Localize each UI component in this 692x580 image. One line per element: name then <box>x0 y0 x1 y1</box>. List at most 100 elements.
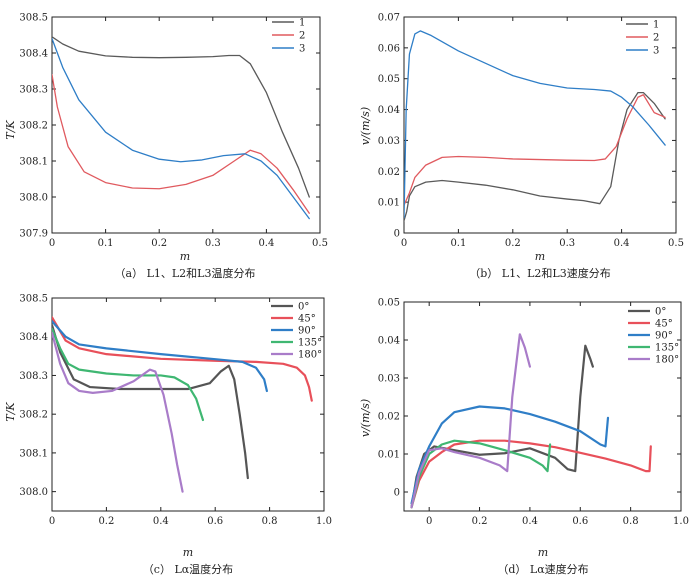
panel-c-xlabel: m <box>183 546 193 559</box>
panel-c-legend-label: 90° <box>298 326 316 337</box>
panel-a-ytick-label: 308.0 <box>19 193 48 204</box>
panel-a-xtick-label: 0.4 <box>258 238 274 249</box>
panel-d-xtick-label: 0.6 <box>572 516 588 527</box>
panel-d-ytick-label: 0 <box>394 488 400 499</box>
panel-b-xtick-label: 0 <box>401 238 407 249</box>
panel-a-ytick-label: 307.9 <box>19 229 48 240</box>
panel-a-xtick-label: 0 <box>49 238 55 249</box>
panel-c-plot: 0 0.2 0.4 0.6 0.8 1.0 308.0 308.1 308.2 308.3 308.… <box>19 294 332 528</box>
panel-c-ytick-label: 308.0 <box>19 487 48 498</box>
panel-d-ytick-label: 0.01 <box>378 450 400 461</box>
panel-d-ytick-label: 0.03 <box>378 374 400 385</box>
panel-a-series-line <box>52 73 310 214</box>
panel-c: 0 0.2 0.4 0.6 0.8 1.0 308.0 308.1 308.2 308.3 308.… <box>4 294 332 577</box>
panel-a-xtick-label: 0.2 <box>151 238 167 249</box>
panel-d-series-line <box>410 439 552 509</box>
panel-c-xtick-label: 1.0 <box>316 516 332 527</box>
panel-c-legend-label: 0° <box>298 302 309 313</box>
panel-c-ytick-label: 308.4 <box>19 332 48 343</box>
panel-c-legend-label: 45° <box>298 314 316 325</box>
panel-d-xlabel: m <box>538 546 548 559</box>
panel-a-legend-label: 2 <box>299 31 305 42</box>
panel-b-legend-label: 2 <box>653 33 659 44</box>
panel-a-ytick-label: 308.3 <box>19 85 48 96</box>
panel-a-caption: （a） L1、L2和L3温度分布 <box>115 266 256 280</box>
panel-c-ytick-label: 308.1 <box>19 448 48 459</box>
panel-c-ylabel: T/K <box>4 402 17 422</box>
panel-b-xtick-label: 0.4 <box>614 238 630 249</box>
panel-a: 0 0.1 0.2 0.3 0.4 0.5 307.9 308.0 308.1 308.2 308.… <box>4 13 328 281</box>
panel-b-frame <box>403 16 677 234</box>
panel-c-xtick-label: 0.2 <box>98 516 114 527</box>
panel-b-xlabel: m <box>535 250 545 263</box>
panel-c-series-line <box>52 331 184 493</box>
panel-a-series-line <box>52 36 310 198</box>
panel-b-ytick-label: 0.07 <box>378 13 400 24</box>
panel-c-series-line <box>52 327 205 422</box>
panel-b-xtick-label: 0.5 <box>668 238 684 249</box>
panel-d-legend-label: 135° <box>655 343 679 354</box>
panel-d-series-line <box>410 333 532 509</box>
panel-a-legend-label: 3 <box>299 44 305 55</box>
panel-a-xtick-label: 0.3 <box>205 238 221 249</box>
panel-a-plot: 0 0.1 0.2 0.3 0.4 0.5 307.9 308.0 308.1 308.2 308.… <box>19 13 328 250</box>
panel-d-xtick-label: 1.0 <box>673 516 689 527</box>
panel-a-xlabel: m <box>180 250 190 263</box>
panel-c-ytick-label: 308.5 <box>19 294 48 305</box>
panel-d-plot: 0 0.2 0.4 0.6 0.8 1.0 0 0.01 0.02 0.03 0.04 0.05 0°4… <box>378 298 689 528</box>
panel-b-plot: 0 0.1 0.2 0.3 0.4 0.5 0 0.01 0.02 0.03 0.04 0.05 0.0… <box>378 13 684 250</box>
panel-d-legend-label: 180° <box>655 355 679 366</box>
panel-c-xtick-label: 0 <box>49 516 55 527</box>
panel-a-legend-label: 1 <box>299 18 305 29</box>
panel-b: 0 0.1 0.2 0.3 0.4 0.5 0 0.01 0.02 0.03 0.04 0.05 0.0… <box>359 13 684 281</box>
panel-b-ytick-label: 0.01 <box>378 198 400 209</box>
panel-c-xtick-label: 0.4 <box>153 516 169 527</box>
panel-a-ytick-label: 308.2 <box>19 121 48 132</box>
panel-b-ytick-label: 0.06 <box>378 43 400 54</box>
panel-b-ytick-label: 0 <box>394 229 400 240</box>
panel-a-xtick-label: 0.5 <box>312 238 328 249</box>
panel-c-legend-label: 135° <box>298 338 322 349</box>
panel-d-ytick-label: 0.02 <box>378 412 400 423</box>
panel-d-ytick-label: 0.05 <box>378 298 400 309</box>
panel-d-legend-label: 45° <box>655 319 673 330</box>
panel-d-series-line <box>410 405 610 505</box>
panel-b-legend-label: 3 <box>653 46 659 57</box>
panel-b-legend-label: 1 <box>653 20 659 31</box>
panel-d-series-line <box>410 439 652 509</box>
panel-c-ytick-label: 308.3 <box>19 371 48 382</box>
panel-c-xtick-label: 0.8 <box>262 516 278 527</box>
panel-d-caption: （d） Lα速度分布 <box>497 562 588 576</box>
panel-d: 0 0.2 0.4 0.6 0.8 1.0 0 0.01 0.02 0.03 0.04 0.05 0°4… <box>359 298 689 577</box>
panel-a-ytick-label: 308.5 <box>19 13 48 24</box>
panel-b-series-line <box>404 30 666 219</box>
panel-d-ytick-label: 0.04 <box>378 336 400 347</box>
panel-b-series-line <box>404 91 666 222</box>
panel-a-ytick-label: 308.1 <box>19 157 48 168</box>
panel-a-xtick-label: 0.1 <box>98 238 114 249</box>
panel-d-xtick-label: 0.2 <box>472 516 488 527</box>
panel-d-legend-label: 0° <box>655 307 666 318</box>
panel-b-xtick-label: 0.1 <box>450 238 466 249</box>
panel-c-series-line <box>52 324 249 480</box>
panel-b-ytick-label: 0.05 <box>378 74 400 85</box>
panel-c-frame <box>51 297 325 512</box>
panel-d-xtick-label: 0.8 <box>623 516 639 527</box>
panel-d-xtick-label: 0 <box>426 516 432 527</box>
panel-d-legend-label: 90° <box>655 331 673 342</box>
panel-b-ytick-label: 0.04 <box>378 105 400 116</box>
panel-c-xtick-label: 0.6 <box>207 516 223 527</box>
panel-b-ylabel: v/(m/s) <box>359 107 372 145</box>
panel-b-xtick-label: 0.3 <box>559 238 575 249</box>
panel-b-caption: （b） L1、L2和L3速度分布 <box>469 266 610 280</box>
panel-a-ylabel: T/K <box>4 120 17 140</box>
panel-d-frame <box>403 301 682 512</box>
panel-b-ytick-label: 0.03 <box>378 136 400 147</box>
panel-a-series-line <box>52 37 310 220</box>
panel-d-ylabel: v/(m/s) <box>359 399 372 437</box>
panel-b-xtick-label: 0.2 <box>505 238 521 249</box>
panel-c-series-line <box>52 320 268 393</box>
panel-b-series-line <box>404 94 666 206</box>
panel-c-ytick-label: 308.2 <box>19 410 48 421</box>
